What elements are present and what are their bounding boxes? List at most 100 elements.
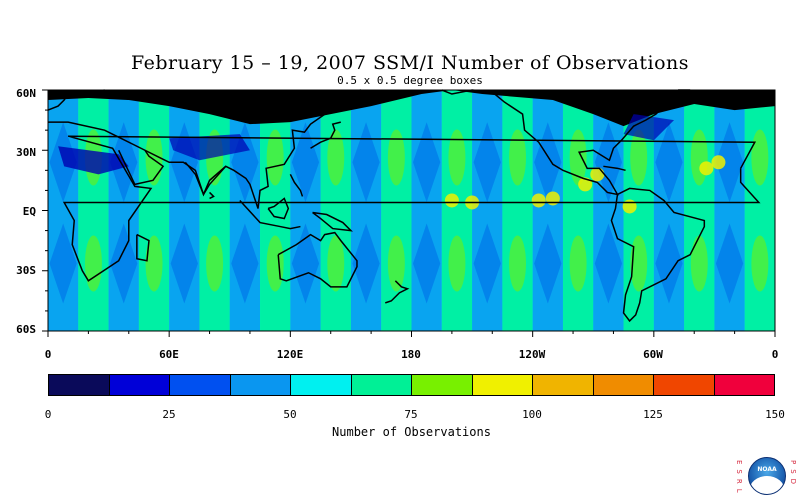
swath-peak [509,129,527,186]
swath-peak [751,129,769,186]
high-count-spot [444,193,459,208]
colorbar-tick-125: 125 [643,408,663,421]
lat-label-eq: EQ [22,205,36,218]
swath-diamond [352,223,380,304]
colorbar-cell-4 [291,375,352,395]
swath-band [138,90,170,331]
coastline-australia [277,231,358,288]
swath-peak [509,235,527,292]
colorbar-tick-75: 75 [404,408,418,421]
swath-peak [448,129,466,186]
coastline-cuba [603,165,626,172]
swath-band [260,90,291,331]
swath-peak [569,235,587,292]
psd-text: PSD [789,460,797,490]
swath-diamond [715,223,744,304]
coastline-borneo [267,197,290,220]
colorbar-cell-9 [593,375,654,395]
coastline-arabia [118,149,165,186]
swath-band [502,90,533,331]
colorbar-cell-11 [714,375,774,395]
colorbar-cell-6 [412,375,473,395]
coastline-philippines [289,174,304,197]
lat-label-60s: 60S [16,323,36,336]
swath-band [684,90,715,331]
swath-peak [751,235,769,292]
swath-diamond [413,223,441,304]
swath-diamond [655,122,683,203]
colorbar-tick-0: 0 [44,408,52,421]
noaa-icon[interactable]: NOAA [748,457,786,495]
colorbar-cell-0 [49,375,110,395]
swath-band [562,90,594,331]
coastline-eurasia [48,89,362,209]
swath-diamond [231,223,259,304]
swath-peak [387,129,405,186]
swath-diamond [473,122,501,203]
swath-peak [448,235,466,292]
swath-peak [630,235,648,292]
swath-diamond [170,223,198,304]
colorbar-cell-7 [472,375,533,395]
coastline-new-guinea [312,211,353,232]
high-count-spot [531,193,546,208]
swath-band [441,90,473,331]
swath-diamond [534,223,562,304]
coastline-south-america [610,187,706,323]
high-count-spot [699,161,714,176]
colorbar-title: Number of Observations [332,425,491,439]
high-count-spot [578,177,593,192]
high-count-spot [622,199,637,214]
swath-peak [690,129,708,186]
swath-diamond [231,122,259,203]
high-count-spot [545,191,560,206]
swath-diamond [594,223,623,304]
high-count-spot [711,155,726,170]
colorbar-tick-150: 150 [765,408,785,421]
swath-peak [266,129,284,186]
swath-band [320,90,351,331]
swath-peak [569,129,587,186]
lon-label-120e: 120E [276,348,304,361]
lon-label-120w: 120W [518,348,546,361]
lon-label-180: 180 [401,348,421,361]
coastline-india [184,161,227,197]
noaa-bird-shape [749,476,785,494]
swath-peak [266,235,284,292]
lat-label-30s: 30S [16,264,36,277]
swath-diamond [534,122,562,203]
swath-peak [327,235,345,292]
swath-peak [327,129,345,186]
swath-diamond [594,122,623,203]
noaa-logo-text: NOAA [757,466,777,473]
swath-peak [84,235,102,292]
lat-label-30n: 30N [16,146,36,159]
coastline-north-america [441,89,665,196]
high-count-spot [590,167,605,182]
colorbar-tick-50: 50 [283,408,297,421]
coastline-europe-north [47,89,105,111]
swath-diamond [655,223,683,304]
coastline-madagascar [136,233,150,262]
swath-peak [630,129,648,186]
lon-label-0-left: 0 [44,348,52,361]
colorbar-cell-3 [230,375,291,395]
land-low-north-africa [58,146,129,175]
swath-peak [206,235,224,292]
colorbar-cell-1 [109,375,170,395]
swath-band [78,90,109,331]
coastline-sri-lanka [209,191,215,200]
map-title: February 15 – 19, 2007 SSM/I Number of O… [131,52,689,74]
coastline-japan [310,121,342,149]
swath-band [199,90,230,331]
map-subtitle: 0.5 x 0.5 degree boxes [337,74,483,87]
swath-diamond [413,122,441,203]
land-low-asia [169,134,250,161]
swath-diamond [473,223,501,304]
swath-band [744,90,775,331]
lon-label-60w: 60W [643,348,663,361]
coastline-indonesia [239,199,301,230]
lon-label-0-right: 0 [771,348,779,361]
colorbar-cell-10 [654,375,715,395]
